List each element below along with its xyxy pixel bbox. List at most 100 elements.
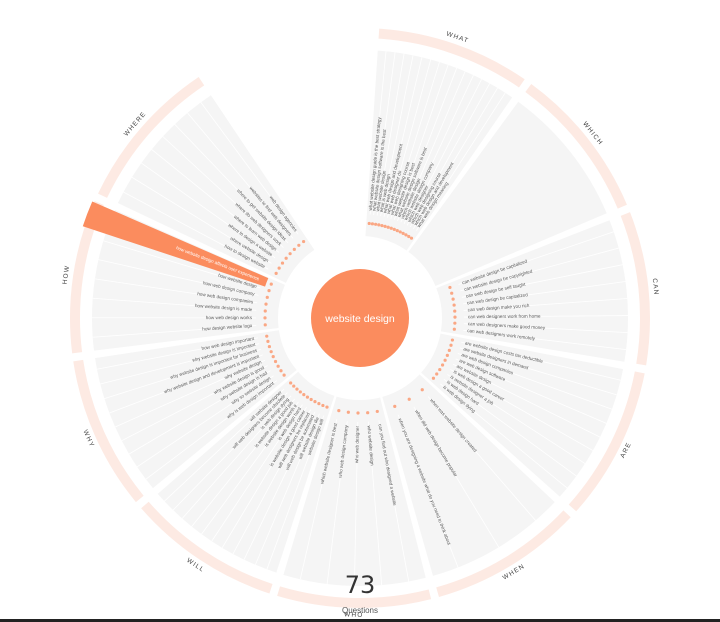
question-spoke [457,353,613,410]
question-dot [356,411,360,415]
question-dot [313,400,317,404]
question-spoke [141,162,276,259]
question-dot [276,364,280,368]
group-wedge-can [436,220,628,362]
group-ring-why [73,359,144,503]
question-dot [445,353,449,357]
question-dot [292,384,296,388]
question-dot [374,222,378,226]
question-spoke [201,401,299,535]
question-dot [447,348,451,352]
question-spoke [427,396,536,521]
question-dot [380,223,384,228]
highlighted-question-bar [82,201,269,287]
question-dot [280,261,285,265]
question-spoke [416,92,506,231]
question-spoke [100,343,260,385]
question-dot [266,339,270,344]
question-dot [407,397,411,401]
question-spoke [200,102,299,235]
question-dot [392,227,396,231]
question-spoke [104,348,261,400]
question-spoke [96,337,258,370]
question-dot [440,363,445,367]
question-dot [370,222,375,226]
question-spoke [98,259,259,296]
question-dot [263,309,267,313]
question-spoke [450,369,594,451]
question-dot [438,367,442,372]
question-dot [289,381,293,385]
question-spoke [406,79,482,226]
question-dot [452,303,456,307]
question-dot [450,338,455,342]
question-dot [393,404,397,409]
question-dot [279,369,283,373]
question-spoke [463,315,628,318]
question-spoke [463,323,628,334]
group-ring-are [568,371,645,512]
question-dot [295,387,299,391]
question-dot [265,295,269,299]
question-dot [325,405,329,409]
question-dot [337,409,341,413]
question-spoke [243,411,316,560]
question-spoke [115,359,266,428]
question-dot [389,226,393,230]
question-dot [420,388,424,392]
question-spoke [232,409,312,555]
question-dot [297,243,301,247]
question-spoke [462,281,626,305]
question-spoke [463,298,628,311]
question-spoke [390,61,440,219]
question-count: 73 [344,571,376,599]
question-dot [301,239,306,244]
question-spoke [353,421,359,586]
question-spoke [109,354,263,414]
question-dot [453,309,457,313]
question-spoke [369,51,387,215]
question-spoke [181,395,292,519]
question-dot [435,372,439,376]
question-spoke [397,67,458,222]
group-label-how: HOW [62,264,72,284]
question-label: who website design [367,425,375,466]
question-label: can web design make you rich [468,303,530,313]
question-spoke [128,370,271,455]
question-spoke [299,419,338,580]
question-spoke [92,297,257,311]
question-dot [265,334,269,338]
group-wedge-which [408,101,607,286]
question-dot [451,297,455,301]
group-ring-when [436,510,571,598]
question-dot [407,234,411,239]
question-spoke [458,231,614,285]
question-spoke [461,341,621,381]
question-dot [263,323,267,327]
question-label: who web design company [338,424,350,478]
question-spoke [368,421,383,586]
question-spoke [266,415,325,570]
question-dot [409,236,414,240]
question-spoke [326,421,348,585]
question-dot [404,233,408,237]
question-spoke [455,358,607,424]
question-count-label: Questions [341,606,379,615]
question-dot [288,252,292,256]
group-ring-how [69,200,104,354]
group-wedge-will [157,371,335,573]
center-circle [311,269,409,367]
question-spoke [443,379,577,477]
question-label: how design website logo [202,323,253,332]
question-dot [375,409,379,414]
question-spoke [397,414,459,568]
question-dot [452,327,456,331]
question-dot [298,390,302,394]
question-spoke [378,420,410,582]
bottom-divider [0,619,720,622]
question-label: can web designers make good money [468,321,546,330]
question-dot [321,403,325,408]
question-spoke [461,264,623,298]
question-spoke [383,57,423,217]
